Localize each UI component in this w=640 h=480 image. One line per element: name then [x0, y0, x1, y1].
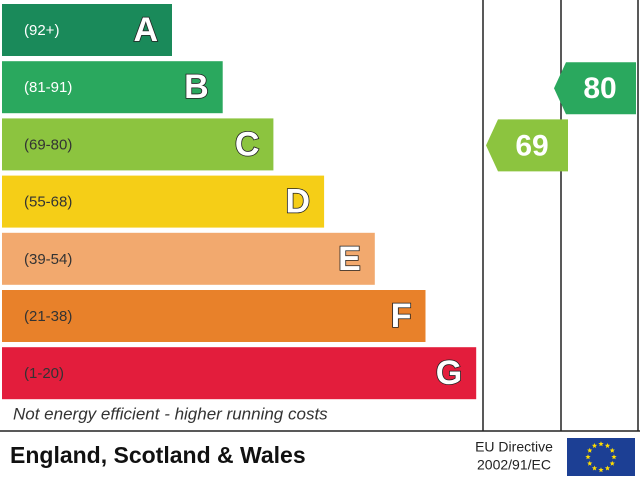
band-letter: C [235, 125, 260, 163]
band [2, 347, 477, 400]
band [2, 61, 223, 114]
band-range: (69-80) [24, 136, 72, 153]
band-letter: D [286, 183, 311, 221]
note: Not energy efficient - higher running co… [13, 404, 328, 423]
directive: EU Directive [475, 439, 553, 455]
band [2, 232, 375, 285]
region: England, Scotland & Wales [10, 442, 306, 468]
band-range: (1-20) [24, 365, 64, 382]
band-letter: F [391, 297, 412, 335]
band-range: (55-68) [24, 194, 72, 211]
eu-star [587, 460, 593, 466]
band-letter: E [338, 240, 361, 278]
eu-star [609, 460, 615, 466]
eu-star [598, 441, 604, 447]
eu-stars [585, 441, 617, 473]
rating-value: 80 [583, 72, 616, 105]
band-letter: G [436, 354, 462, 392]
band [2, 290, 426, 342]
eu-star [591, 442, 598, 449]
eu-star [587, 447, 593, 453]
band-letter: B [184, 68, 209, 106]
eu-star [609, 447, 615, 453]
rating-arrow [554, 62, 636, 115]
eu-star [604, 465, 611, 471]
band [2, 4, 172, 56]
band-range: (92+) [24, 22, 59, 39]
rating-arrow [486, 119, 568, 172]
band [2, 175, 325, 228]
eu-star [604, 442, 611, 449]
eu-star [591, 465, 598, 471]
directive: 2002/91/EC [477, 457, 551, 473]
band-range: (81-91) [24, 79, 72, 96]
eu-star [611, 454, 617, 460]
band [2, 118, 274, 171]
band-range: (39-54) [24, 251, 72, 268]
band-range: (21-38) [24, 308, 72, 325]
rating-value: 69 [515, 129, 548, 162]
eu-star [585, 454, 591, 460]
band-letter: A [133, 11, 158, 49]
eu-star [598, 467, 604, 473]
